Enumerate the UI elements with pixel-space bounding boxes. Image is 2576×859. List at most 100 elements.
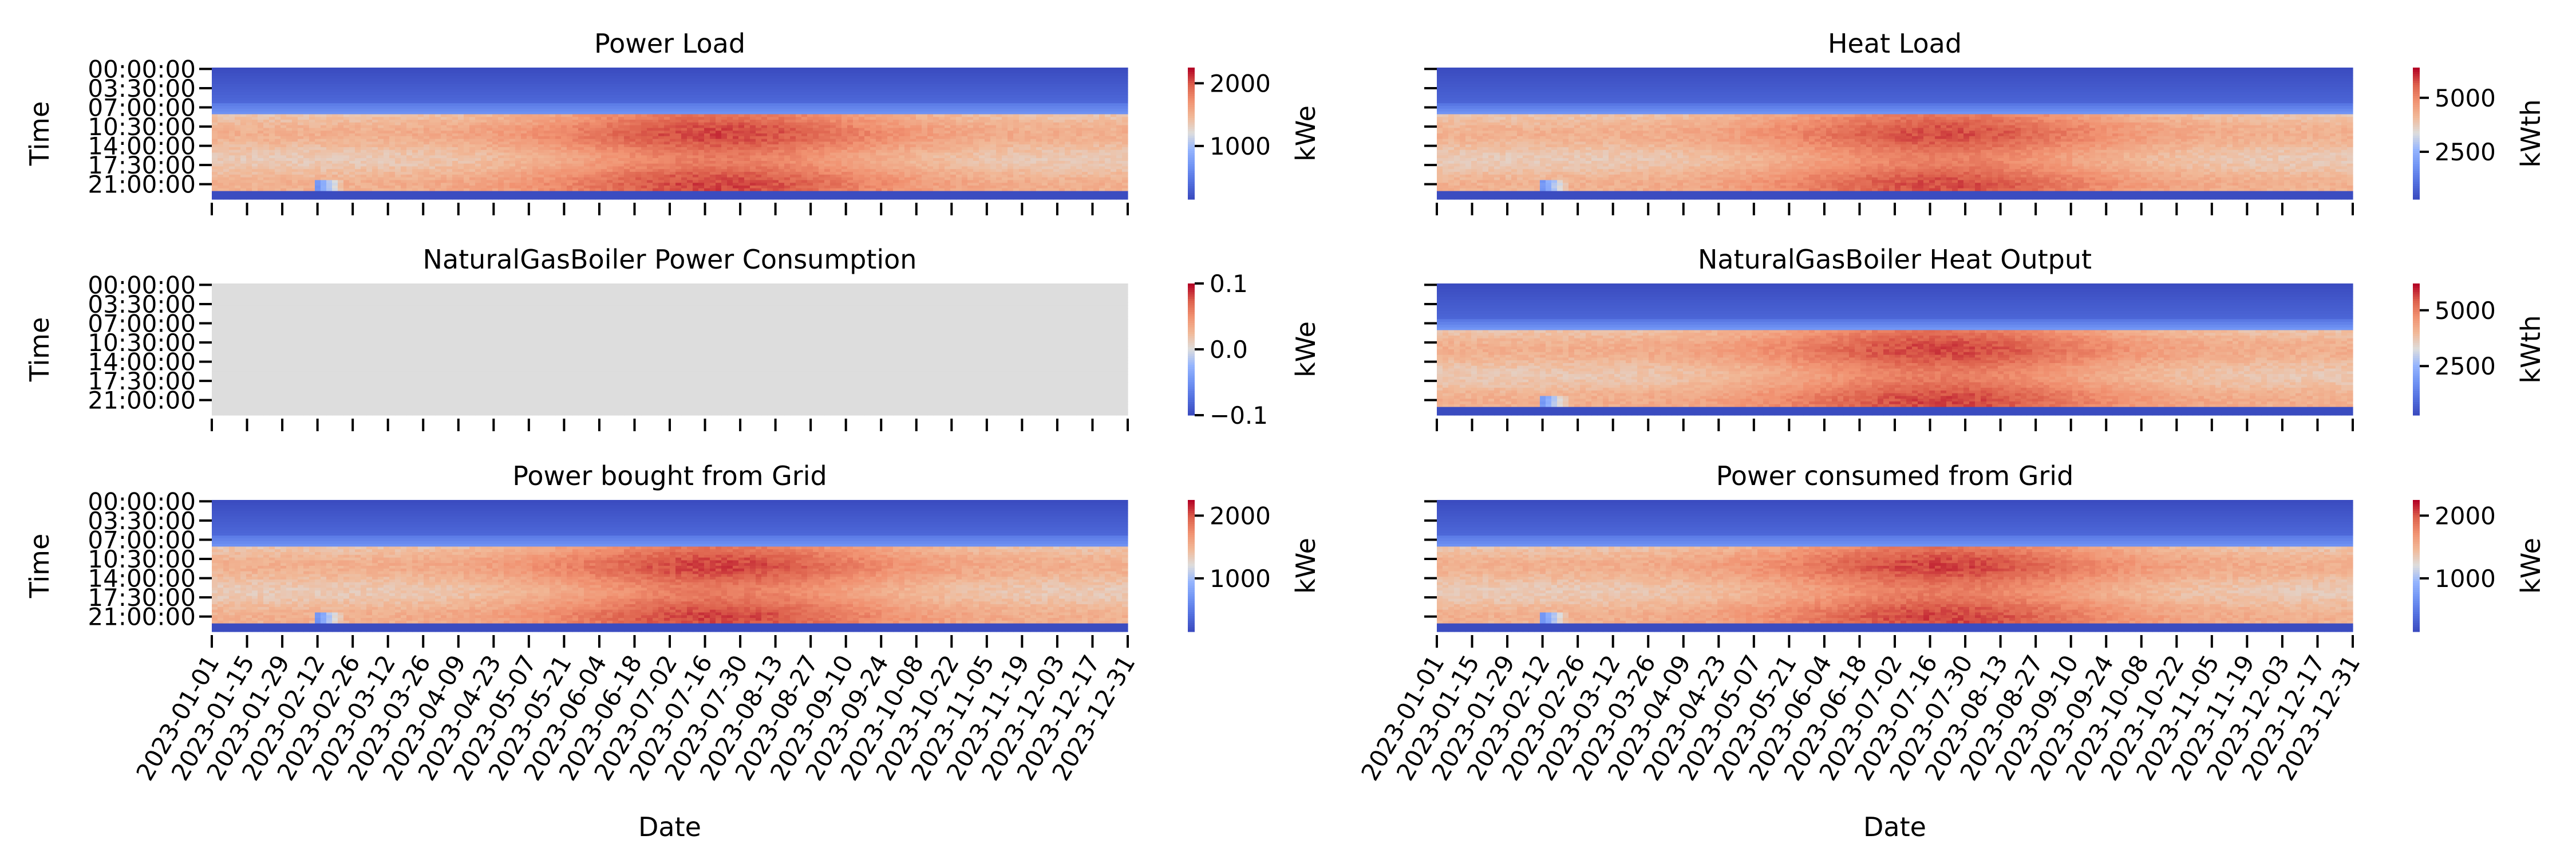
heatmap-cell (384, 177, 390, 181)
heatmap-cell (796, 73, 802, 76)
heatmap-cell (235, 139, 241, 142)
heatmap-cell (401, 131, 407, 134)
heatmap-cell (675, 68, 682, 71)
heatmap-cell (384, 172, 390, 175)
heatmap-cell (578, 166, 584, 170)
heatmap-cell (464, 147, 470, 151)
heatmap-cell (710, 180, 716, 183)
heatmap-cell (343, 70, 350, 74)
heatmap-cell (303, 158, 310, 161)
heatmap-cell (412, 78, 418, 82)
heatmap-cell (527, 92, 533, 96)
heatmap-cell (315, 133, 321, 137)
heatmap-cell (286, 136, 293, 140)
heatmap-cell (607, 100, 613, 104)
heatmap-cell (716, 136, 722, 140)
heatmap-cell (447, 100, 453, 104)
heatmap-cell (298, 100, 304, 104)
heatmap-cell (687, 86, 693, 90)
heatmap-cell (509, 191, 516, 195)
heatmap-cell (613, 172, 619, 175)
heatmap-cell (630, 166, 636, 170)
heatmap-cell (801, 84, 808, 88)
heatmap-cell (527, 183, 533, 186)
heatmap-cell (424, 86, 430, 90)
heatmap-cell (246, 144, 252, 148)
heatmap-cell (578, 84, 584, 88)
heatmap-cell (601, 141, 607, 145)
heatmap-cell (349, 188, 355, 192)
heatmap-cell (309, 186, 315, 189)
heatmap-cell (784, 76, 791, 79)
heatmap-cell (269, 81, 275, 85)
heatmap-cell (738, 172, 745, 175)
heatmap-cell (658, 100, 665, 104)
heatmap-cell (653, 172, 659, 175)
heatmap-cell (664, 163, 670, 167)
heatmap-cell (761, 169, 768, 172)
heatmap-cell (567, 100, 573, 104)
heatmap-cell (361, 191, 367, 195)
heatmap-cell (252, 76, 258, 79)
heatmap-cell (258, 172, 264, 175)
heatmap-cell (624, 163, 630, 167)
heatmap-cell (727, 84, 733, 88)
heatmap-cell (733, 141, 739, 145)
heatmap-cell (561, 147, 567, 151)
heatmap-cell (538, 163, 544, 167)
heatmap-cell (435, 163, 441, 167)
heatmap-cell (406, 163, 413, 167)
heatmap-cell (796, 78, 802, 82)
heatmap-cell (584, 188, 590, 192)
heatmap-cell (773, 131, 779, 134)
heatmap-cell (275, 139, 281, 142)
heatmap-cell (504, 84, 510, 88)
heatmap-cell (429, 177, 436, 181)
heatmap-cell (401, 84, 407, 88)
heatmap-cell (618, 122, 625, 126)
heatmap-cell (240, 76, 247, 79)
heatmap-cell (590, 78, 596, 82)
heatmap-cell (687, 68, 693, 71)
heatmap-cell (555, 122, 562, 126)
heatmap-cell (687, 73, 693, 76)
heatmap-cell (338, 155, 344, 159)
heatmap-cell (229, 177, 235, 181)
heatmap-cell (487, 194, 493, 197)
heatmap-cell (687, 174, 693, 178)
heatmap-cell (710, 166, 716, 170)
heatmap-cell (435, 139, 441, 142)
heatmap-cell (681, 141, 688, 145)
heatmap-cell (538, 191, 544, 195)
heatmap-cell (275, 186, 281, 189)
heatmap-cell (590, 196, 596, 200)
heatmap-cell (532, 114, 539, 117)
heatmap-cell (538, 186, 544, 189)
heatmap-cell (607, 166, 613, 170)
heatmap-cell (378, 177, 384, 181)
heatmap-cell (252, 152, 258, 156)
heatmap-cell (601, 78, 607, 82)
heatmap-cell (630, 158, 636, 161)
heatmap-cell (653, 111, 659, 115)
heatmap-cell (326, 186, 333, 189)
heatmap-cell (635, 180, 642, 183)
heatmap-cell (458, 106, 464, 109)
heatmap-cell (647, 106, 653, 109)
heatmap-cell (361, 174, 367, 178)
heatmap-cell (584, 108, 590, 112)
heatmap-cell (315, 188, 321, 192)
heatmap-cell (464, 73, 470, 76)
heatmap-cell (733, 76, 739, 79)
heatmap-cell (223, 172, 230, 175)
heatmap-cell (240, 111, 247, 115)
heatmap-cell (773, 155, 779, 159)
heatmap-cell (361, 125, 367, 129)
heatmap-cell (458, 149, 464, 153)
heatmap-cell (647, 84, 653, 88)
heatmap-cell (481, 125, 487, 129)
heatmap-cell (475, 194, 481, 197)
heatmap-cell (527, 194, 533, 197)
heatmap-cell (784, 174, 791, 178)
heatmap-cell (658, 92, 665, 96)
